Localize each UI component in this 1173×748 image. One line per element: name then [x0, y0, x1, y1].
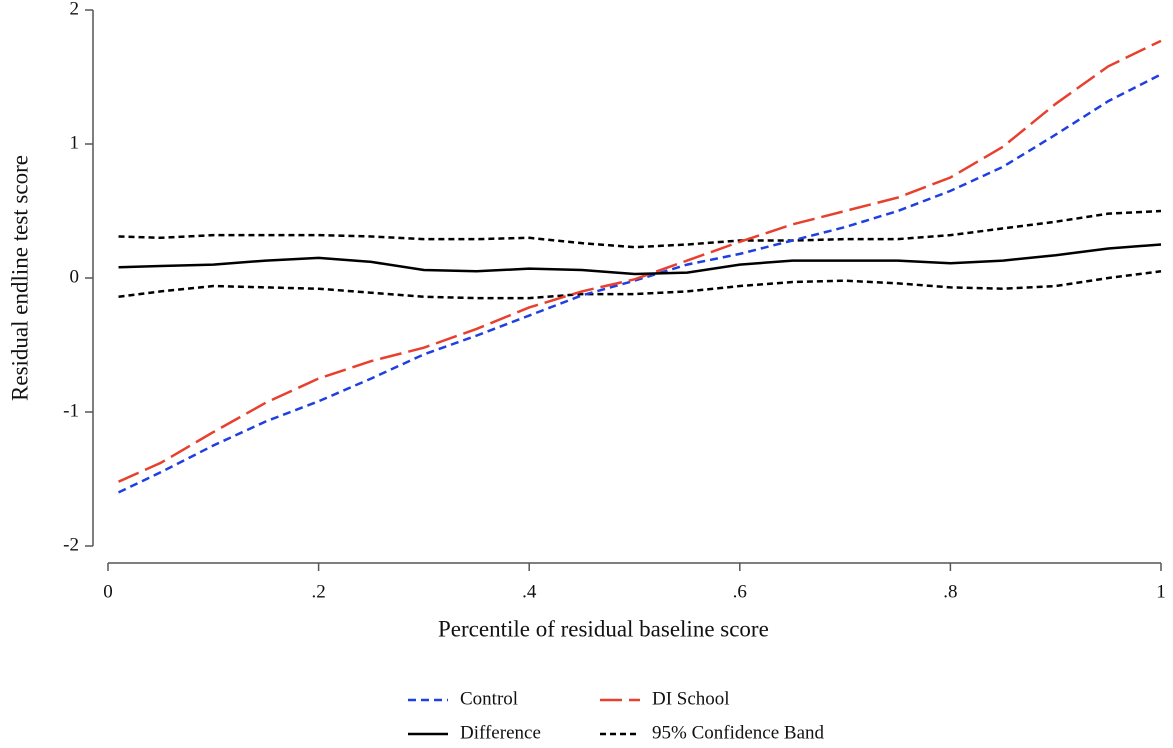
y-tick-label: -2 [63, 534, 79, 555]
legend-label: Control [460, 688, 518, 709]
y-tick-label: 0 [70, 266, 80, 287]
legend-label: DI School [652, 688, 730, 709]
band-lower [118, 270, 1162, 300]
legend-label: 95% Confidence Band [652, 722, 825, 743]
x-tick-label: 1 [1156, 581, 1166, 602]
series-line [118, 39, 1162, 483]
x-axis-title: Percentile of residual baseline score [438, 616, 769, 641]
legend-label: Difference [460, 722, 541, 743]
x-tick-label: .4 [522, 581, 537, 602]
x-tick-label: .8 [943, 581, 957, 602]
y-tick-label: 1 [70, 132, 80, 153]
x-tick-label: .6 [733, 581, 747, 602]
y-tick-label: 2 [70, 0, 80, 19]
y-axis-title: Residual endline test score [7, 155, 32, 401]
series-line [117, 73, 1162, 494]
y-tick-label: -1 [63, 400, 79, 421]
x-tick-label: 0 [103, 581, 113, 602]
series-line [118, 243, 1162, 276]
x-tick-label: .2 [311, 581, 325, 602]
band-upper [118, 209, 1162, 249]
